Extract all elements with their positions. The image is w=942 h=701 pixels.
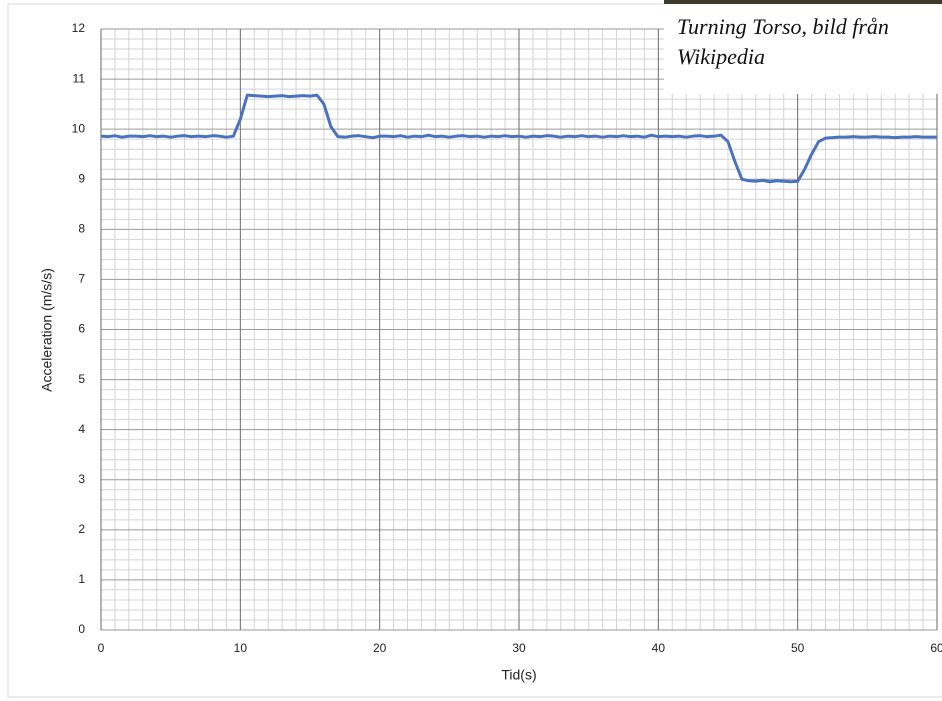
x-tick-label: 0: [98, 641, 105, 655]
x-tick-label: 50: [791, 641, 805, 655]
y-tick-label: 10: [72, 121, 86, 135]
y-tick-label: 2: [78, 522, 85, 536]
caption: Turning Torso, bild från Wikipedia: [664, 0, 942, 94]
y-tick-label: 8: [78, 222, 85, 236]
x-tick-label: 10: [234, 641, 248, 655]
y-tick-label: 11: [73, 71, 86, 85]
y-tick-label: 0: [78, 622, 85, 636]
x-tick-label: 40: [652, 641, 666, 655]
caption-line: Turning Torso, bild från: [677, 14, 889, 39]
y-tick-label: 4: [78, 422, 85, 436]
y-axis-label: Acceleration (m/s/s): [39, 268, 55, 392]
x-tick-label: 30: [512, 641, 526, 655]
y-tick-label: 12: [72, 21, 86, 35]
y-tick-label: 9: [78, 171, 85, 185]
y-tick-label: 1: [78, 572, 85, 586]
chart-frame: [7, 3, 942, 698]
y-tick-label: 3: [78, 472, 85, 486]
y-tick-label: 7: [78, 272, 85, 286]
x-axis-label: Tid(s): [501, 667, 536, 683]
caption-line: Wikipedia: [677, 44, 765, 69]
x-tick-label: 20: [373, 641, 387, 655]
y-tick-label: 5: [78, 372, 85, 386]
data-line: [100, 93, 937, 184]
y-tick-label: 6: [78, 322, 85, 336]
x-tick-label: 60: [930, 641, 942, 655]
grid: [100, 28, 938, 631]
